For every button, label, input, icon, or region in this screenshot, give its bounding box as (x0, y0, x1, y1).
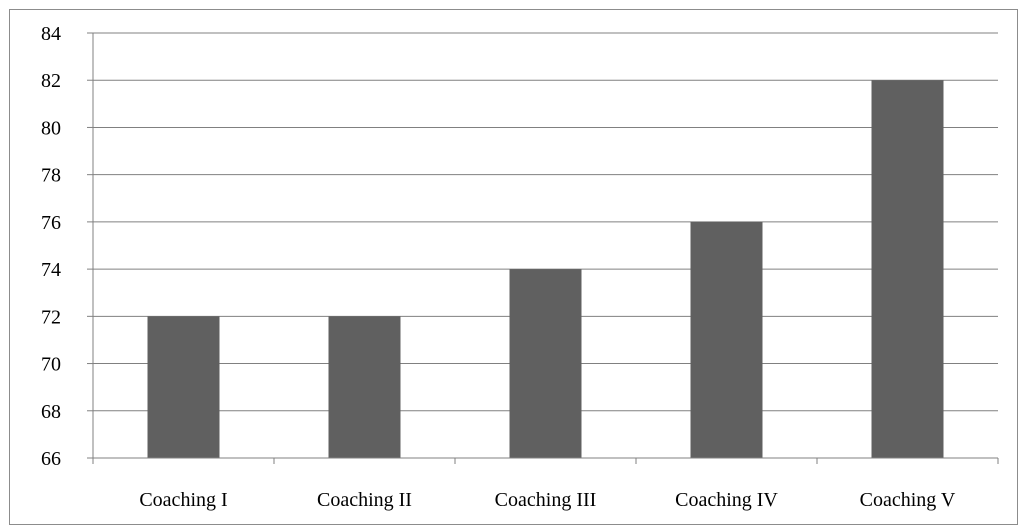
y-tick-label: 82 (41, 70, 61, 92)
y-tick-label: 78 (41, 165, 61, 187)
y-tick-label: 74 (41, 259, 61, 281)
bar-5 (871, 80, 944, 458)
bar-3 (509, 269, 582, 458)
y-tick-label: 84 (41, 23, 61, 45)
y-tick-label: 66 (41, 448, 61, 470)
x-category-label: Coaching IV (675, 489, 778, 511)
x-category-labels: Coaching I Coaching II Coaching III Coachin… (139, 489, 956, 511)
y-tick-label: 72 (41, 306, 61, 328)
y-tick-label: 68 (41, 401, 61, 423)
bars (147, 80, 944, 458)
axes (87, 32, 999, 464)
y-tick-label: 70 (41, 354, 61, 376)
grid-lines (93, 32, 998, 412)
y-tick-label: 80 (41, 117, 61, 139)
x-category-label: Coaching I (139, 489, 227, 511)
x-category-label: Coaching II (317, 489, 412, 511)
y-tick-labels: 66 68 70 72 74 76 78 80 82 84 (41, 23, 61, 470)
y-tick-label: 76 (41, 212, 61, 234)
bar-2 (328, 316, 401, 458)
x-category-label: Coaching V (860, 489, 956, 511)
bar-4 (690, 221, 763, 458)
x-category-label: Coaching III (495, 489, 597, 511)
bar-1 (147, 316, 220, 458)
